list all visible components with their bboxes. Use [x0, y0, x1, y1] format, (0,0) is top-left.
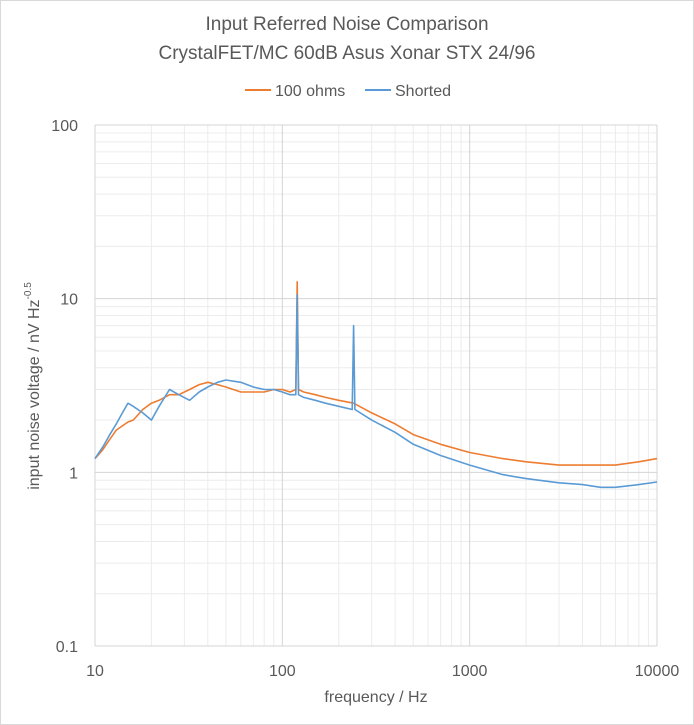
y-tick-labels: 0.1 1 10 100	[51, 118, 78, 656]
x-tick-label: 100	[269, 663, 296, 680]
y-tick-label: 10	[60, 292, 78, 309]
series-layer	[94, 281, 658, 489]
y-tick-label: 1	[69, 465, 78, 482]
x-tick-labels: 10 100 1000 10000	[86, 663, 679, 680]
x-tick-label: 10	[86, 663, 104, 680]
series-line-shorted	[94, 294, 658, 489]
y-axis-title-main: input noise voltage / nV Hz	[26, 299, 43, 489]
series-line-100-ohms	[94, 281, 658, 466]
major-gridlines	[94, 124, 658, 647]
y-axis-title: input noise voltage / nV Hz-0.5	[23, 282, 43, 490]
legend: 100 ohms Shorted	[245, 83, 451, 100]
legend-label-100-ohms: 100 ohms	[275, 83, 345, 100]
y-tick-label: 100	[51, 118, 78, 135]
y-axis-title-exponent: -0.5	[23, 282, 34, 300]
x-tick-label: 1000	[452, 663, 488, 680]
x-axis-title: frequency / Hz	[324, 689, 427, 706]
chart-subtitle: CrystalFET/MC 60dB Asus Xonar STX 24/96	[159, 43, 536, 64]
y-tick-label: 0.1	[56, 639, 78, 656]
legend-label-shorted: Shorted	[395, 83, 451, 100]
minor-gridlines	[95, 125, 657, 646]
x-tick-label: 10000	[635, 663, 680, 680]
chart-title: Input Referred Noise Comparison	[205, 14, 488, 35]
